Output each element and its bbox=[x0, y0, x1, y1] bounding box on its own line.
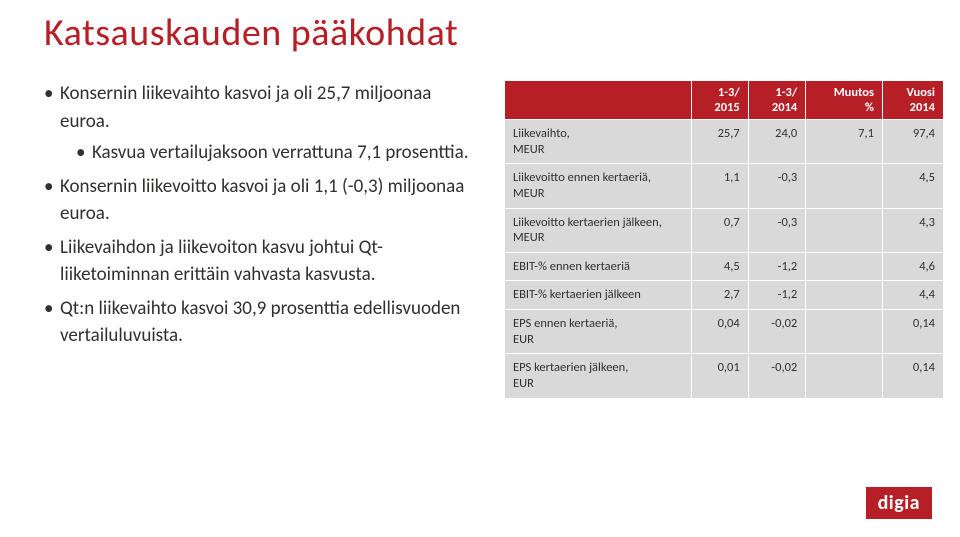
cell: -1,2 bbox=[748, 281, 806, 310]
table-header-row: 1-3/ 2015 1-3/ 2014 Muutos % Vuosi bbox=[505, 81, 944, 120]
bullet-text: Qt:n liikevaihto kasvoi 30,9 prosenttia … bbox=[60, 297, 460, 348]
financial-table: 1-3/ 2015 1-3/ 2014 Muutos % Vuosi bbox=[504, 80, 944, 399]
bullets-column: Konsernin liikevaihto kasvoi ja oli 25,7… bbox=[44, 80, 474, 399]
cell: 4,4 bbox=[882, 281, 943, 310]
bullet-text: Konsernin liikevoitto kasvoi ja oli 1,1 … bbox=[60, 175, 464, 226]
cell bbox=[806, 164, 883, 208]
cell bbox=[806, 252, 883, 281]
cell: 24,0 bbox=[748, 120, 806, 164]
cell bbox=[806, 354, 883, 398]
header-line: Muutos bbox=[834, 85, 874, 100]
cell: 4,3 bbox=[882, 208, 943, 252]
cell: -0,02 bbox=[748, 354, 806, 398]
bullet-text: Liikevaihdon ja liikevoiton kasvu johtui… bbox=[60, 236, 383, 287]
table-row: EBIT-% kertaerien jälkeen2,7-1,2 4,4 bbox=[505, 281, 944, 310]
cell: 4,5 bbox=[882, 164, 943, 208]
table-row: Liikevoitto ennen kertaeriä, MEUR1,1-0,3… bbox=[505, 164, 944, 208]
header-col2: 1-3/ 2014 bbox=[748, 81, 806, 120]
bullet-text: Konsernin liikevaihto kasvoi ja oli 25,7… bbox=[60, 82, 431, 133]
bullet-text: Kasvua vertailujaksoon verrattuna 7,1 pr… bbox=[92, 141, 469, 164]
header-col4: Vuosi 2014 bbox=[882, 81, 943, 120]
cell: -0,3 bbox=[748, 208, 806, 252]
table-column: 1-3/ 2015 1-3/ 2014 Muutos % Vuosi bbox=[504, 80, 944, 399]
bullet-item: Konsernin liikevoitto kasvoi ja oli 1,1 … bbox=[44, 173, 474, 228]
page-title: Katsauskauden pääkohdat bbox=[44, 10, 916, 56]
cell: 0,14 bbox=[882, 310, 943, 354]
row-label: Liikevoitto ennen kertaeriä, MEUR bbox=[505, 164, 692, 208]
row-label: EPS ennen kertaeriä, EUR bbox=[505, 310, 692, 354]
table-row: EPS kertaerien jälkeen, EUR0,01-0,02 0,14 bbox=[505, 354, 944, 398]
cell: 4,5 bbox=[692, 252, 749, 281]
cell: 0,04 bbox=[692, 310, 749, 354]
row-label: Liikevaihto, MEUR bbox=[505, 120, 692, 164]
cell: 25,7 bbox=[692, 120, 749, 164]
bullet-item: Konsernin liikevaihto kasvoi ja oli 25,7… bbox=[44, 80, 474, 167]
header-empty bbox=[505, 81, 692, 120]
cell bbox=[806, 208, 883, 252]
cell bbox=[806, 281, 883, 310]
header-col1: 1-3/ 2015 bbox=[692, 81, 749, 120]
bullet-list: Konsernin liikevaihto kasvoi ja oli 25,7… bbox=[44, 80, 474, 350]
table-row: Liikevaihto, MEUR25,724,07,197,4 bbox=[505, 120, 944, 164]
cell: 1,1 bbox=[692, 164, 749, 208]
cell: 0,14 bbox=[882, 354, 943, 398]
table-row: Liikevoitto kertaerien jälkeen, MEUR0,7-… bbox=[505, 208, 944, 252]
header-line: 1-3/ bbox=[718, 85, 740, 100]
table-row: EPS ennen kertaeriä, EUR0,04-0,02 0,14 bbox=[505, 310, 944, 354]
content-columns: Konsernin liikevaihto kasvoi ja oli 25,7… bbox=[44, 80, 916, 399]
cell: 0,7 bbox=[692, 208, 749, 252]
cell: -0,02 bbox=[748, 310, 806, 354]
row-label: EPS kertaerien jälkeen, EUR bbox=[505, 354, 692, 398]
cell: 97,4 bbox=[882, 120, 943, 164]
digia-logo: digia bbox=[866, 487, 932, 519]
cell: 0,01 bbox=[692, 354, 749, 398]
header-line: 2015 bbox=[714, 100, 739, 115]
bullet-item: Liikevaihdon ja liikevoiton kasvu johtui… bbox=[44, 234, 474, 289]
slide: Katsauskauden pääkohdat Konsernin liikev… bbox=[0, 0, 960, 537]
cell bbox=[806, 310, 883, 354]
table-body: Liikevaihto, MEUR25,724,07,197,4Liikevoi… bbox=[505, 120, 944, 399]
cell: 7,1 bbox=[806, 120, 883, 164]
bullet-item: Qt:n liikevaihto kasvoi 30,9 prosenttia … bbox=[44, 295, 474, 350]
header-line: 1-3/ bbox=[775, 85, 797, 100]
header-line: % bbox=[865, 100, 874, 115]
cell: 4,6 bbox=[882, 252, 943, 281]
cell: -1,2 bbox=[748, 252, 806, 281]
header-line: Vuosi bbox=[906, 85, 935, 100]
cell: 2,7 bbox=[692, 281, 749, 310]
row-label: EBIT-% kertaerien jälkeen bbox=[505, 281, 692, 310]
row-label: EBIT-% ennen kertaeriä bbox=[505, 252, 692, 281]
cell: -0,3 bbox=[748, 164, 806, 208]
header-line: 2014 bbox=[910, 100, 935, 115]
table-row: EBIT-% ennen kertaeriä4,5-1,2 4,6 bbox=[505, 252, 944, 281]
header-col3: Muutos % bbox=[806, 81, 883, 120]
header-line: 2014 bbox=[772, 100, 797, 115]
sub-bullet-item: Kasvua vertailujaksoon verrattuna 7,1 pr… bbox=[60, 139, 474, 167]
row-label: Liikevoitto kertaerien jälkeen, MEUR bbox=[505, 208, 692, 252]
